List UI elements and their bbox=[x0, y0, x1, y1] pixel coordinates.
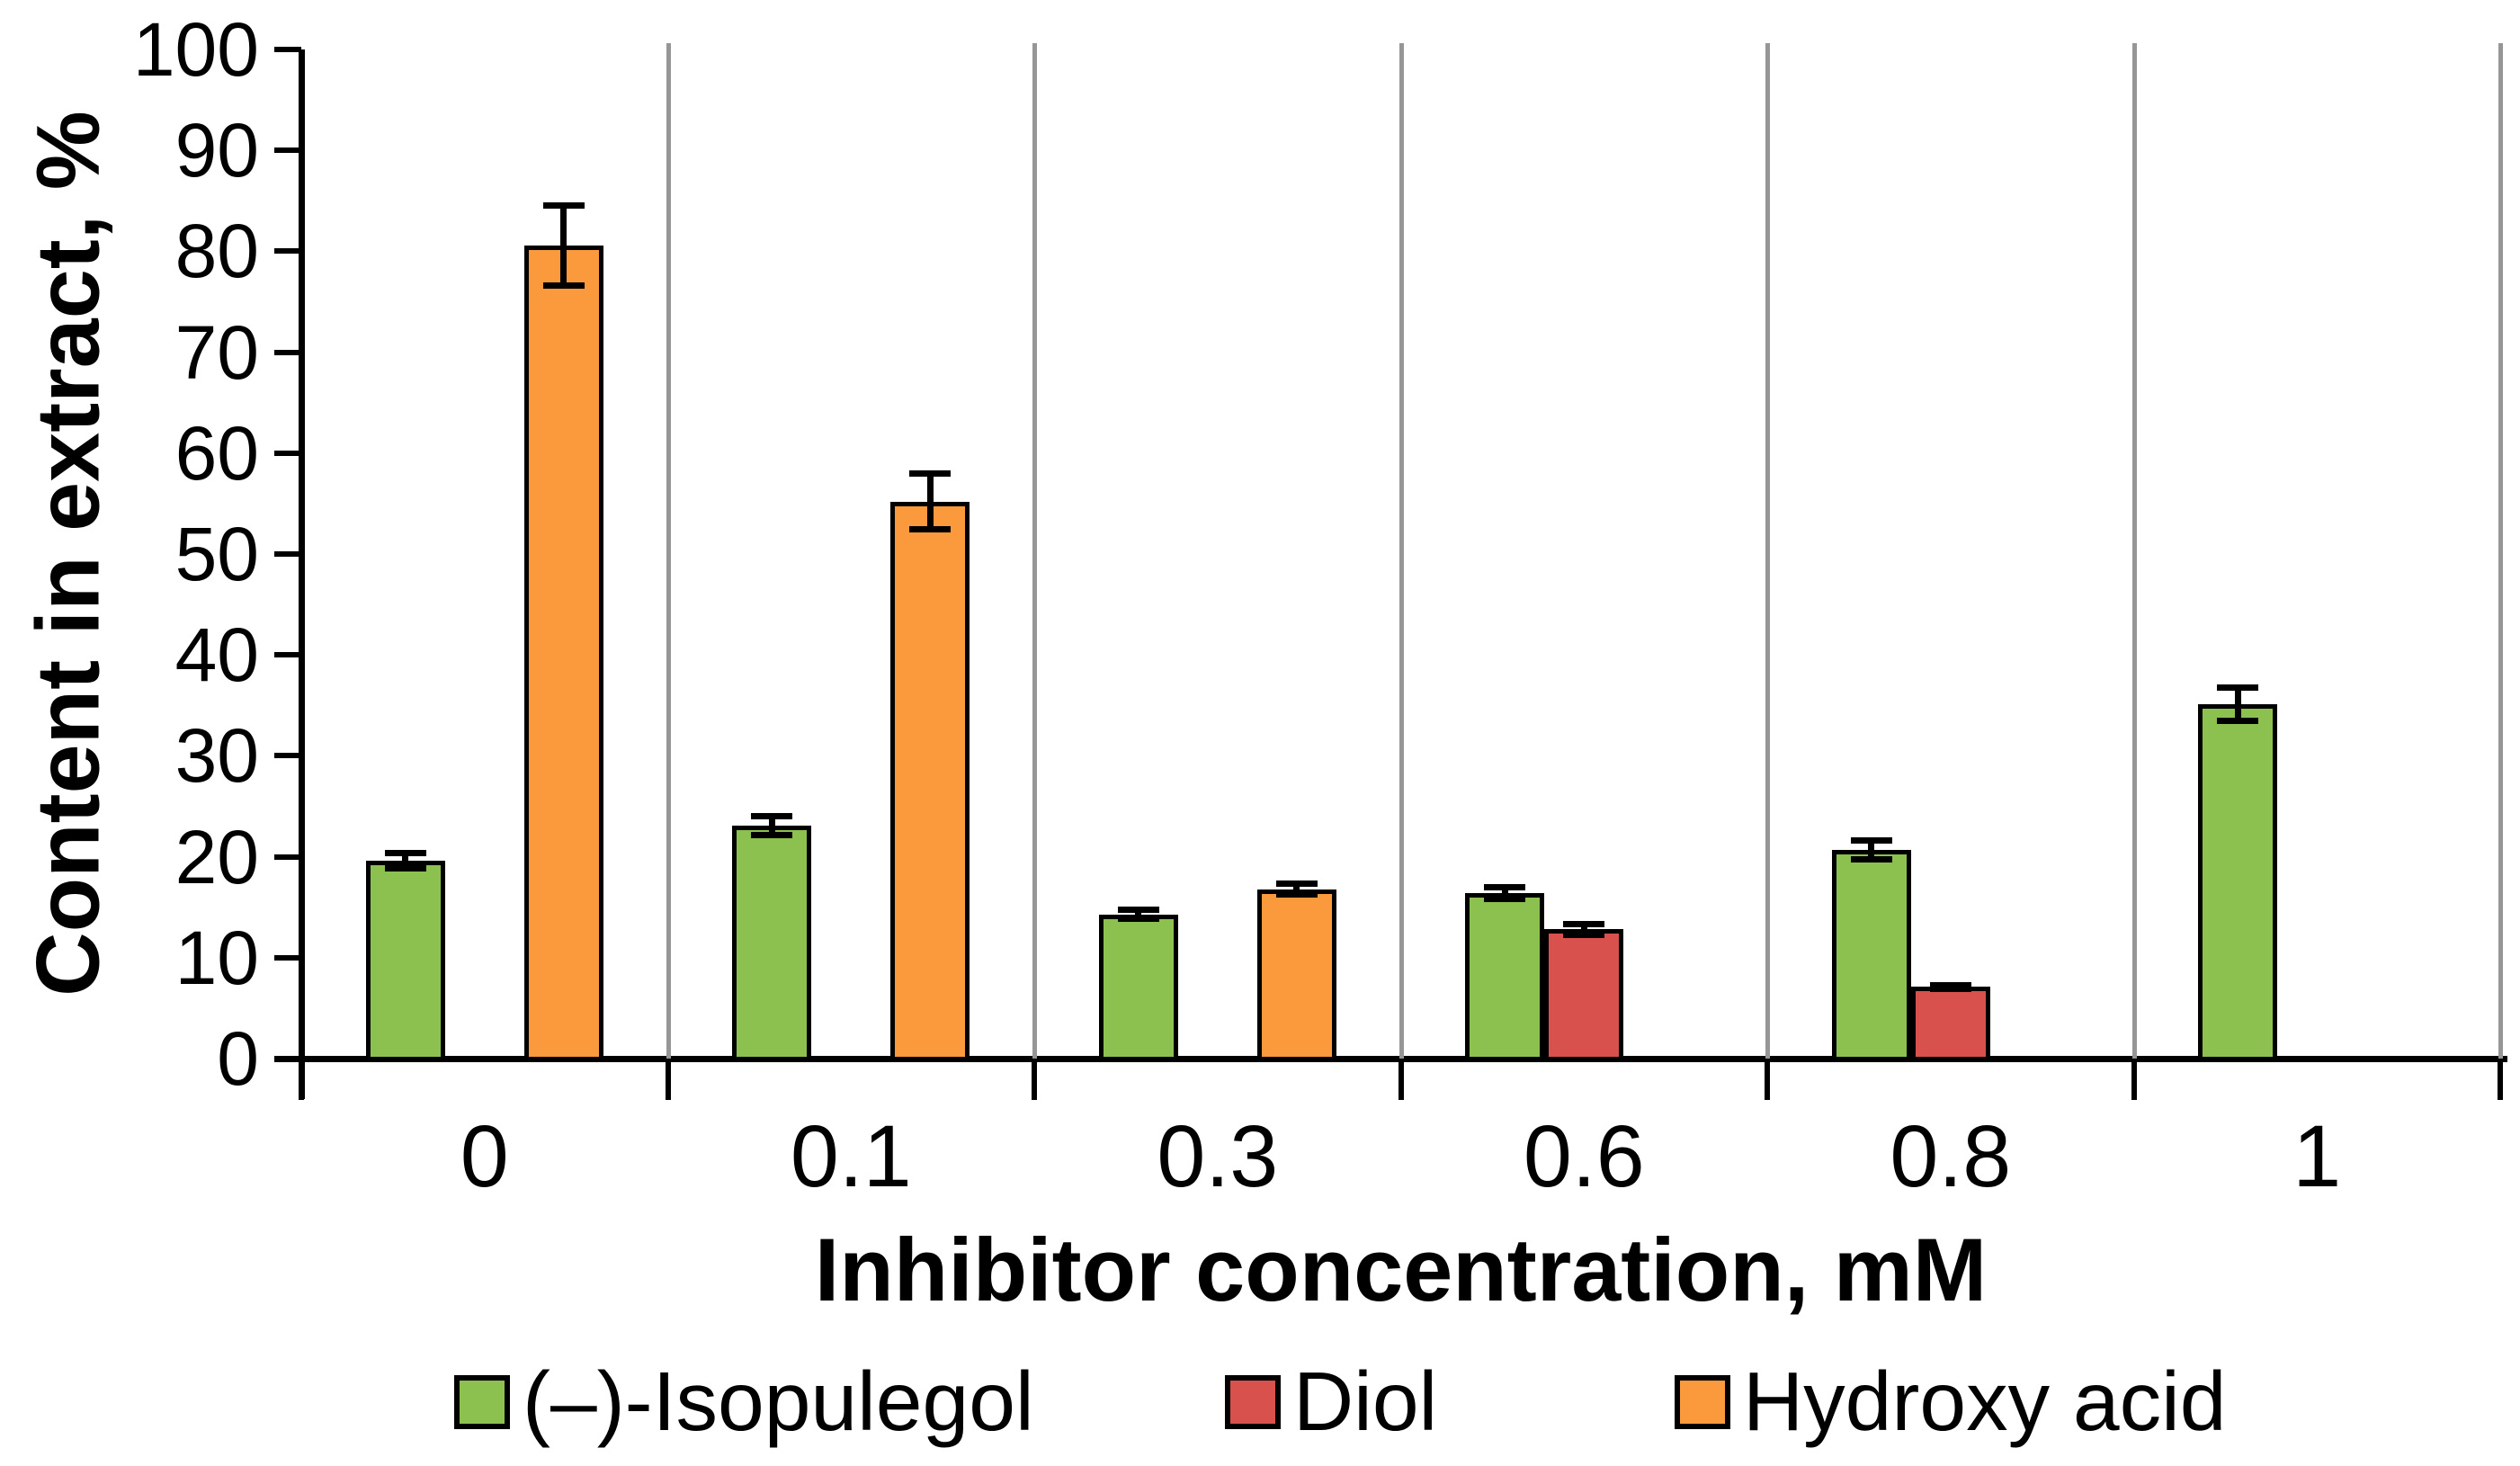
y-tick bbox=[274, 248, 301, 255]
legend-item-isopulegol: (–)-Isopulegol bbox=[454, 1360, 1034, 1444]
error-bar bbox=[926, 473, 934, 531]
bar-isopulegol-0.8 bbox=[1831, 849, 1911, 1061]
y-tick-label: 60 bbox=[174, 410, 259, 496]
x-axis-line bbox=[274, 1056, 2507, 1062]
y-tick bbox=[274, 753, 301, 759]
error-bar-cap-top bbox=[1563, 920, 1605, 927]
error-bar-cap-bottom bbox=[1563, 932, 1605, 939]
error-bar-cap-bottom bbox=[909, 526, 952, 533]
bar-isopulegol-0.3 bbox=[1098, 914, 1178, 1061]
y-tick-label: 0 bbox=[217, 1016, 259, 1101]
error-bar-cap-top bbox=[2217, 684, 2259, 692]
diol-swatch-icon bbox=[1225, 1374, 1281, 1429]
y-tick-label: 70 bbox=[174, 309, 259, 395]
bar-isopulegol-0.6 bbox=[1465, 892, 1545, 1061]
x-tick bbox=[299, 1059, 304, 1100]
y-tick bbox=[274, 854, 301, 860]
bar-isopulegol-0 bbox=[365, 861, 445, 1061]
bar-hydroxy-acid-0.3 bbox=[1256, 889, 1336, 1061]
y-tick bbox=[274, 1056, 301, 1061]
category-separator-gridline bbox=[2131, 43, 2137, 1059]
x-category-label: 0.3 bbox=[1157, 1107, 1279, 1205]
isopulegol-swatch-icon bbox=[454, 1374, 510, 1429]
y-tick bbox=[274, 147, 301, 154]
x-axis-title: Inhibitor concentration, mM bbox=[814, 1220, 1988, 1319]
error-bar-cap-bottom bbox=[1117, 916, 1159, 923]
y-tick-label: 90 bbox=[174, 108, 259, 193]
category-separator-gridline bbox=[666, 43, 671, 1059]
x-category-label: 0.8 bbox=[1890, 1107, 2012, 1205]
y-tick-label: 50 bbox=[174, 512, 259, 596]
error-bar-cap-top bbox=[542, 201, 585, 209]
legend-label-isopulegol: (–)-Isopulegol bbox=[523, 1354, 1034, 1448]
error-bar-cap-top bbox=[1850, 836, 1892, 844]
error-bar bbox=[1580, 923, 1587, 936]
error-bar bbox=[2234, 687, 2241, 722]
bar-hydroxy-acid-0 bbox=[523, 245, 603, 1061]
error-bar-cap-bottom bbox=[1484, 895, 1526, 902]
y-axis-title: Content in extract, % bbox=[17, 111, 118, 997]
x-category-label: 0.6 bbox=[1523, 1107, 1645, 1205]
bar-diol-0.8 bbox=[1910, 987, 1990, 1061]
error-bar-cap-top bbox=[751, 812, 793, 819]
error-bar-cap-top bbox=[909, 470, 952, 478]
legend-label-diol: Diol bbox=[1293, 1354, 1438, 1448]
y-tick-label: 30 bbox=[174, 713, 259, 799]
bar-isopulegol-1 bbox=[2198, 704, 2278, 1061]
x-tick bbox=[1032, 1059, 1037, 1100]
x-category-label: 0.1 bbox=[790, 1107, 912, 1205]
bar-isopulegol-0.1 bbox=[732, 825, 812, 1061]
y-axis-line bbox=[299, 49, 305, 1099]
x-tick bbox=[2131, 1059, 2137, 1100]
error-bar bbox=[1135, 908, 1142, 920]
error-bar-cap-bottom bbox=[1850, 855, 1892, 863]
error-bar bbox=[560, 204, 567, 286]
y-tick-label: 20 bbox=[174, 814, 259, 899]
y-tick bbox=[274, 47, 301, 52]
error-bar-cap-top bbox=[1117, 906, 1159, 913]
y-tick bbox=[274, 652, 301, 658]
x-tick bbox=[665, 1059, 671, 1100]
x-tick bbox=[1398, 1059, 1404, 1100]
error-bar bbox=[768, 815, 775, 836]
error-bar bbox=[1868, 839, 1875, 860]
category-separator-gridline bbox=[1765, 43, 1770, 1059]
error-bar-cap-bottom bbox=[542, 282, 585, 289]
legend-label-hydroxy-acid: Hydroxy acid bbox=[1743, 1354, 2227, 1448]
x-tick bbox=[2498, 1059, 2503, 1100]
y-tick bbox=[274, 954, 301, 961]
error-bar-cap-bottom bbox=[2217, 718, 2259, 725]
error-bar-cap-bottom bbox=[1275, 891, 1318, 898]
error-bar-cap-bottom bbox=[751, 832, 793, 839]
error-bar-cap-bottom bbox=[1929, 985, 1971, 992]
y-tick-label: 80 bbox=[174, 209, 259, 294]
error-bar-cap-top bbox=[384, 850, 426, 857]
y-tick bbox=[274, 349, 301, 355]
error-bar-cap-top bbox=[1484, 884, 1526, 891]
bar-hydroxy-acid-0.1 bbox=[890, 501, 970, 1061]
legend-item-hydroxy-acid: Hydroxy acid bbox=[1675, 1360, 2227, 1444]
x-category-label: 1 bbox=[2292, 1107, 2342, 1205]
category-separator-gridline bbox=[1399, 43, 1404, 1059]
y-tick-label: 100 bbox=[132, 7, 259, 92]
legend-item-diol: Diol bbox=[1225, 1360, 1437, 1444]
error-bar-cap-top bbox=[1275, 880, 1318, 887]
category-separator-gridline bbox=[1032, 43, 1037, 1059]
hydroxy-acid-swatch-icon bbox=[1675, 1374, 1730, 1429]
y-tick bbox=[274, 450, 301, 456]
error-bar bbox=[1293, 882, 1300, 896]
x-tick bbox=[1765, 1059, 1770, 1100]
y-tick-label: 40 bbox=[174, 612, 259, 698]
x-category-label: 0 bbox=[460, 1107, 509, 1205]
y-tick-label: 10 bbox=[174, 915, 259, 1000]
error-bar-cap-bottom bbox=[384, 865, 426, 872]
error-bar bbox=[402, 853, 409, 870]
error-bar bbox=[1501, 887, 1508, 899]
bar-diol-0.6 bbox=[1544, 929, 1624, 1061]
category-separator-gridline bbox=[2498, 43, 2503, 1059]
y-tick bbox=[274, 551, 301, 557]
